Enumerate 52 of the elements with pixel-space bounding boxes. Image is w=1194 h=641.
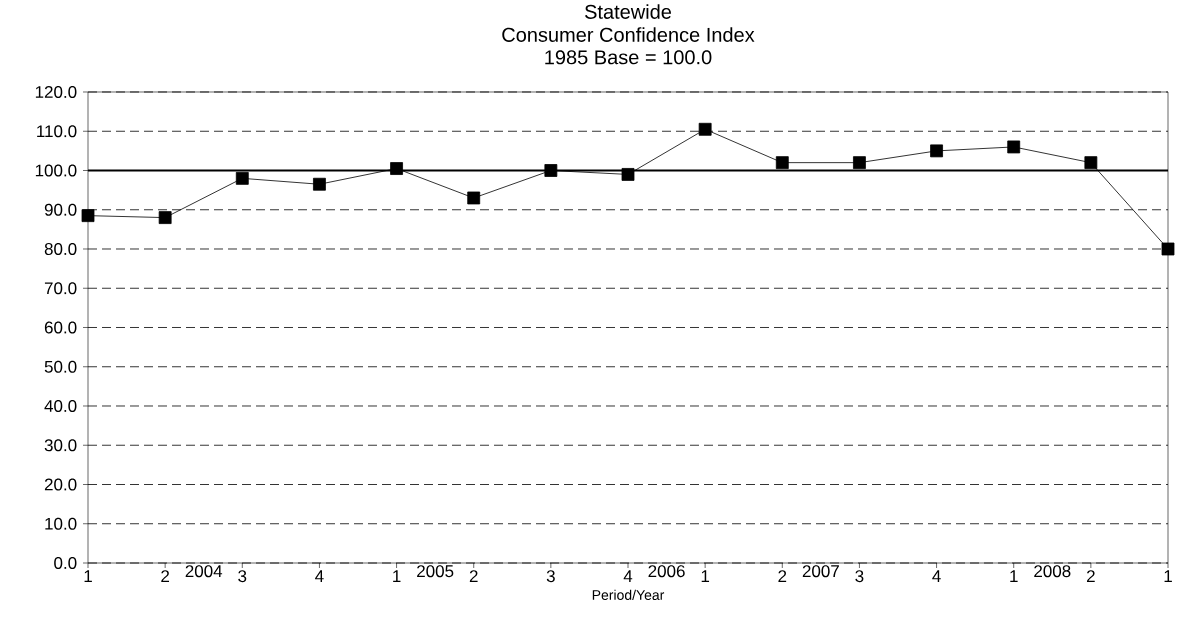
y-tick-label: 20.0 [44, 478, 77, 491]
y-tick-label: 60.0 [44, 321, 77, 334]
text: 2004 [185, 565, 223, 578]
x-tick-label: 1 [701, 570, 710, 582]
point [1007, 140, 1021, 154]
x-tick-label: 2 [161, 570, 170, 582]
y-tick-label: 10.0 [45, 517, 77, 530]
x-tick-label: 2 [778, 570, 787, 582]
y-tick-label: 120.0 [35, 85, 77, 99]
point [698, 122, 712, 136]
x-tick-label: 1 [1164, 570, 1172, 582]
x-tick-label: 1 [84, 570, 92, 582]
y-tick-label: 80.0 [44, 242, 77, 256]
text: 2008 [1034, 565, 1071, 578]
text: 2007 [802, 565, 839, 578]
x-tick-label: 3 [855, 570, 864, 583]
point [930, 144, 943, 158]
x-tick-label: 3 [546, 570, 555, 583]
y-tick-label: 40.0 [44, 399, 77, 413]
chart-subtitle: Consumer Confidence Index [502, 27, 755, 42]
point [158, 211, 172, 224]
point [467, 191, 481, 205]
y-tick-label: 50.0 [44, 360, 77, 373]
point [235, 171, 249, 185]
point [1084, 156, 1098, 170]
y-tick-label: 0.0 [54, 556, 77, 570]
x-tick-label: 3 [238, 570, 247, 583]
x-tick-label: 1 [1010, 570, 1018, 582]
point [1161, 242, 1175, 256]
x-tick-label: 4 [315, 570, 324, 582]
point [621, 168, 635, 181]
x-axis-title: Period/Year [592, 589, 665, 600]
point [775, 156, 789, 170]
y-tick-label: 30.0 [44, 439, 77, 452]
x-tick-label: 4 [932, 570, 941, 582]
y-tick-label: 90.0 [44, 203, 77, 216]
text: 1985 Base = 100.0 [545, 50, 712, 65]
point [313, 177, 326, 191]
point [853, 156, 866, 170]
x-tick-label: 2 [1087, 570, 1095, 582]
text: 2006 [648, 565, 685, 578]
x-tick-label: 4 [623, 570, 633, 582]
y-tick-label: 70.0 [44, 282, 77, 295]
point [390, 162, 403, 175]
chart-title: Statewide [585, 4, 672, 19]
point [544, 164, 558, 177]
x-tick-label: 2 [469, 570, 478, 582]
text: 2005 [417, 565, 454, 578]
y-tick-label: 110.0 [37, 125, 77, 138]
y-tick-label: 100.0 [35, 164, 77, 177]
point [81, 209, 95, 223]
x-tick-label: 1 [393, 570, 401, 582]
